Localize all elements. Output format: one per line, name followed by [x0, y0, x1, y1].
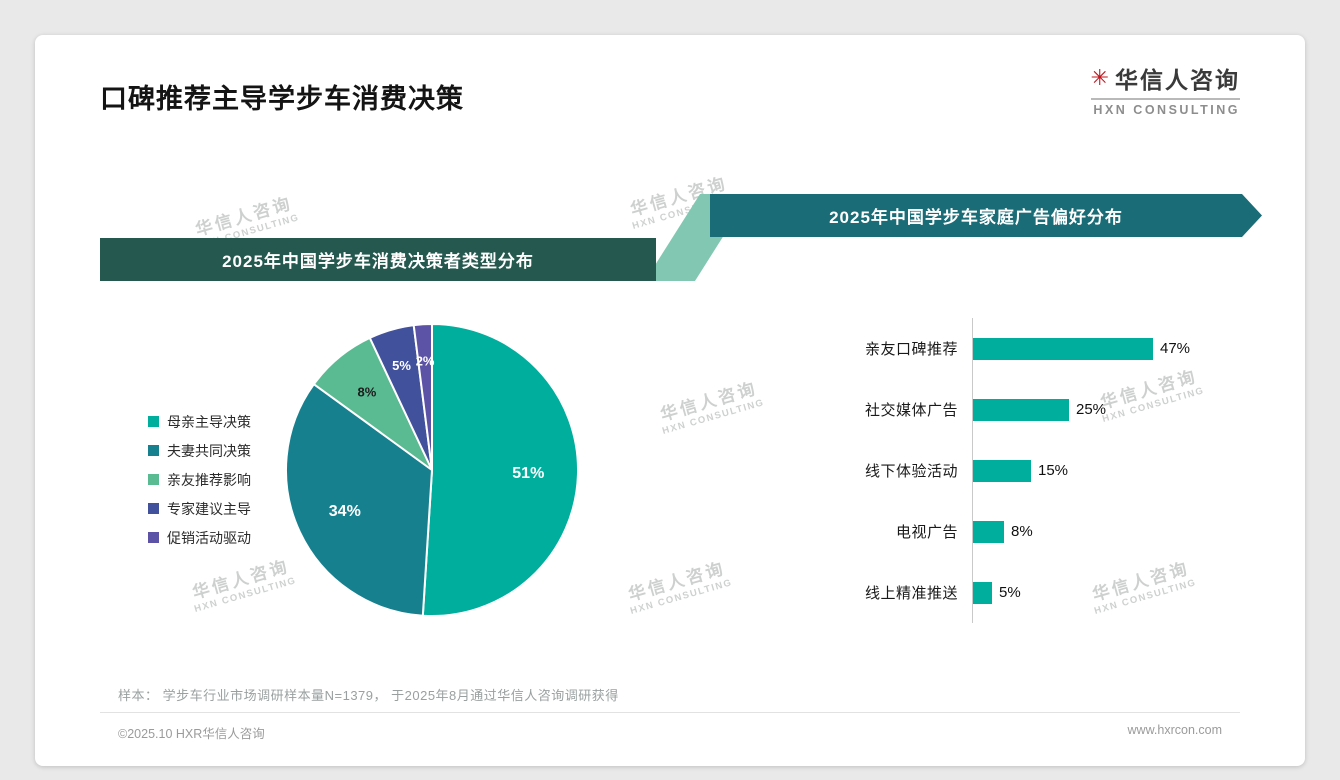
brand-logo: ✳ 华信人咨询 HXN CONSULTING — [1090, 61, 1240, 117]
bar-value-label: 15% — [1038, 462, 1069, 479]
banner-ad-preference: 2025年中国学步车家庭广告偏好分布 — [710, 194, 1262, 237]
watermark: 华信人咨询 HXN CONSULTING — [626, 558, 734, 617]
bar-category-label: 线上精准推送 — [864, 585, 958, 602]
legend-swatch — [148, 445, 159, 456]
sample-note: 样本： 学步车行业市场调研样本量N=1379， 于2025年8月通过华信人咨询调… — [118, 688, 619, 703]
brand-name: 华信人咨询 — [1115, 67, 1240, 93]
bar-value-label: 8% — [1011, 523, 1033, 540]
bar-value-label: 5% — [999, 584, 1021, 601]
bar-category-label: 线下体验活动 — [864, 463, 958, 480]
pie-label: 5% — [392, 358, 411, 373]
pie-label: 34% — [329, 503, 361, 520]
bar-row: 社交媒体广告 25% — [740, 379, 1230, 440]
bar-row: 亲友口碑推荐 47% — [740, 318, 1230, 379]
bar-rows: 亲友口碑推荐 47% 社交媒体广告 25% 线下体验活动 15% 电视广告 8% 线上精准推送 5… — [740, 318, 1230, 623]
bar-category-label: 亲友口碑推荐 — [864, 341, 958, 358]
footer-copyright: ©2025.10 HXR华信人咨询 — [118, 727, 265, 741]
bar-value-label: 47% — [1160, 340, 1191, 357]
legend-item: 促销活动驱动 — [148, 523, 251, 552]
bar-category-label: 电视广告 — [895, 524, 958, 541]
pie-slice — [412, 322, 433, 471]
legend-item: 夫妻共同决策 — [148, 436, 251, 465]
pie-slice — [285, 382, 434, 617]
bar — [973, 520, 1004, 543]
bar-category-label: 社交媒体广告 — [864, 402, 958, 419]
pie-legend: 母亲主导决策 夫妻共同决策 亲友推荐影响 专家建议主导 促销活动驱动 — [148, 407, 251, 552]
pie-label: 51% — [512, 465, 544, 482]
banner-decision-maker: 2025年中国学步车消费决策者类型分布 — [100, 238, 656, 281]
bar — [973, 581, 992, 604]
legend-swatch — [148, 474, 159, 485]
legend-label: 母亲主导决策 — [167, 413, 251, 430]
legend-swatch — [148, 532, 159, 543]
bar-chart-axis-line — [972, 318, 973, 623]
legend-label: 亲友推荐影响 — [167, 471, 251, 488]
slide-card: 华信人咨询 HXN CONSULTING 华信人咨询 HXN CONSULTIN… — [35, 35, 1305, 766]
brand-asterisk-icon: ✳ — [1090, 65, 1109, 90]
pie-chart: 51% 34% 8% 5% 2% — [272, 310, 592, 630]
legend-label: 专家建议主导 — [167, 500, 251, 517]
pie-label: 8% — [358, 384, 377, 399]
footer-divider — [100, 712, 1240, 713]
legend-swatch — [148, 503, 159, 514]
pie-label: 2% — [416, 354, 435, 369]
bar-value-label: 25% — [1076, 401, 1107, 418]
bar-row: 线上精准推送 5% — [740, 562, 1230, 623]
legend-label: 促销活动驱动 — [167, 529, 251, 546]
page-title: 口碑推荐主导学步车消费决策 — [100, 84, 464, 114]
legend-item: 母亲主导决策 — [148, 407, 251, 436]
legend-label: 夫妻共同决策 — [167, 442, 251, 459]
bar-chart: 亲友口碑推荐 47% 社交媒体广告 25% 线下体验活动 15% 电视广告 8% 线上精准推送 5… — [740, 318, 1230, 623]
footer-website: www.hxrcon.com — [1127, 723, 1222, 737]
legend-swatch — [148, 416, 159, 427]
bar-row: 线下体验活动 15% — [740, 440, 1230, 501]
legend-item: 专家建议主导 — [148, 494, 251, 523]
bar-row: 电视广告 8% — [740, 501, 1230, 562]
bar — [973, 459, 1031, 482]
footer-bar: ©2025.10 HXR华信人咨询 www.hxrcon.com — [118, 723, 1222, 742]
bar — [973, 337, 1153, 360]
legend-item: 亲友推荐影响 — [148, 465, 251, 494]
pie-chart-svg: 51% 34% 8% 5% 2% — [285, 322, 580, 617]
pie-slice — [421, 322, 580, 617]
brand-subtitle: HXN CONSULTING — [1090, 98, 1240, 117]
bar — [973, 398, 1069, 421]
